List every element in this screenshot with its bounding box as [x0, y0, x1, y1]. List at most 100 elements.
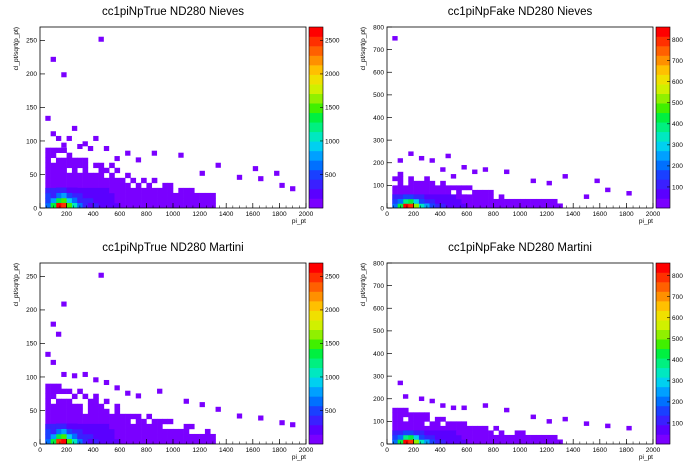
heatmap-cell — [418, 185, 425, 191]
heatmap-cell — [173, 192, 179, 199]
heatmap-cell — [55, 192, 62, 199]
heatmap-cell — [55, 167, 62, 174]
heatmap-cell — [408, 185, 414, 191]
heatmap-cell — [71, 177, 78, 184]
heatmap-cell — [397, 412, 404, 418]
heatmap-cell — [456, 425, 462, 431]
heatmap-cell — [61, 423, 67, 429]
heatmap-outlier — [71, 125, 78, 131]
heatmap-cell — [135, 182, 142, 189]
heatmap-cell — [456, 203, 462, 208]
heatmap-cell — [98, 182, 105, 189]
heatmap-cell — [472, 439, 478, 444]
heatmap-cell — [55, 423, 62, 429]
heatmap-cell — [461, 198, 468, 204]
colorbar-frame — [655, 262, 671, 445]
heatmap-cell — [61, 398, 67, 405]
heatmap-cell — [93, 438, 99, 444]
heatmap-cell — [418, 425, 425, 431]
heatmap-cell — [50, 162, 57, 169]
heatmap-cell — [210, 433, 216, 440]
heatmap-outlier — [103, 145, 110, 152]
heatmap-cell — [103, 167, 110, 174]
colorbar-segment — [656, 310, 670, 321]
heatmap-cell — [87, 423, 94, 430]
y-tick-label: 0 — [33, 205, 37, 212]
heatmap-cell — [429, 439, 436, 444]
heatmap-cell — [418, 189, 425, 195]
heatmap-cell — [93, 177, 99, 184]
heatmap-cell — [55, 403, 62, 410]
heatmap-cell — [162, 187, 168, 194]
heatmap-cell — [413, 203, 420, 208]
heatmap-cell — [434, 416, 441, 422]
heatmap-cell — [61, 403, 67, 410]
colorbar-segment — [309, 386, 323, 397]
heatmap-cell — [77, 187, 83, 194]
heatmap-cell — [392, 421, 398, 427]
heatmap-cell — [392, 434, 398, 440]
heatmap-cell — [392, 185, 398, 191]
heatmap-cell — [424, 180, 430, 186]
heatmap-cell — [466, 194, 473, 200]
heatmap-cell — [418, 198, 425, 204]
heatmap-cell — [157, 187, 163, 194]
colorbar-segment — [309, 65, 323, 75]
colorbar-segment — [656, 93, 670, 104]
heatmap-outlier — [215, 406, 221, 412]
y-tick-label: 200 — [26, 307, 37, 314]
x-axis-label: pi_pt — [639, 218, 653, 225]
colorbar-tick-label: 1000 — [325, 374, 340, 381]
heatmap-cell — [103, 408, 110, 415]
heatmap-cell — [66, 202, 73, 208]
heatmap-cell — [130, 177, 137, 184]
x-tick-label: 1200 — [539, 447, 554, 454]
heatmap-cell — [55, 157, 62, 164]
heatmap-cell — [119, 418, 126, 425]
x-tick-label: 1800 — [272, 211, 287, 218]
heatmap-cell — [157, 423, 163, 430]
heatmap-cell — [402, 439, 409, 444]
heatmap-cell — [55, 398, 62, 405]
colorbar-tick-label: 400 — [672, 357, 683, 364]
heatmap-outlier — [402, 394, 409, 399]
heatmap-outlier — [397, 380, 403, 386]
heatmap-cell — [87, 438, 94, 444]
heatmap-cell — [167, 197, 174, 204]
colorbar-segment — [656, 263, 670, 273]
heatmap-cell — [50, 438, 57, 444]
heatmap-cell — [61, 418, 67, 425]
heatmap-cell — [109, 177, 115, 184]
y-tick-label: 600 — [373, 306, 384, 313]
heatmap-cell — [98, 433, 105, 440]
heatmap-cell — [50, 202, 57, 208]
heatmap-cell — [141, 418, 147, 425]
heatmap-cell — [71, 192, 78, 199]
heatmap-cell — [93, 398, 99, 405]
x-tick-label: 1800 — [272, 447, 287, 454]
heatmap-cell — [408, 430, 414, 436]
heatmap-cell — [482, 198, 489, 204]
heatmap-cell — [488, 430, 494, 436]
heatmap-cell — [183, 438, 190, 444]
heatmap-cell — [135, 197, 142, 204]
colorbar-segment — [309, 272, 323, 283]
colorbar-segment — [309, 74, 323, 85]
heatmap-cell — [424, 425, 430, 431]
heatmap-outlier — [408, 151, 414, 156]
x-tick-label: 1600 — [593, 211, 608, 218]
colorbar-tick-label: 300 — [672, 378, 683, 385]
chart-title: cc1piNpTrue ND280 Martini — [102, 242, 243, 254]
heatmap-cell — [434, 439, 441, 444]
heatmap-cell — [402, 412, 409, 418]
heatmap-cell — [66, 398, 73, 405]
heatmap-cell — [514, 203, 521, 208]
colorbar-tick-label: 2000 — [325, 71, 340, 78]
heatmap-cell — [210, 202, 216, 208]
colorbar-segment — [656, 377, 670, 388]
heatmap-cell — [167, 202, 174, 208]
heatmap-outlier — [279, 420, 285, 426]
heatmap-cell — [141, 202, 147, 208]
heatmap-cell — [434, 430, 441, 436]
heatmap-cell — [61, 428, 67, 435]
